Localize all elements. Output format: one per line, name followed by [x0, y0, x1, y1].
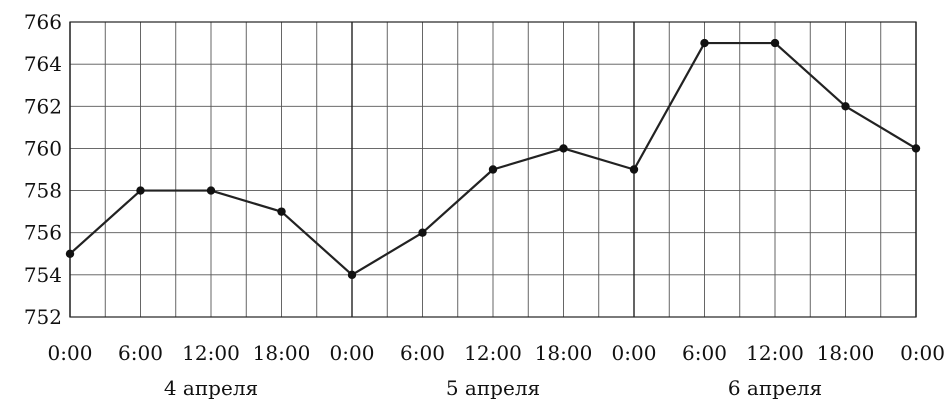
data-point [700, 38, 709, 48]
y-tick-label: 762 [24, 94, 62, 118]
data-point [559, 144, 568, 153]
y-tick-label: 756 [24, 221, 62, 245]
x-tick-label: 6:00 [682, 341, 727, 365]
day-label: 6 апреля [728, 376, 822, 400]
day-label: 4 апреля [164, 376, 258, 400]
x-tick-label: 18:00 [817, 341, 875, 365]
x-tick-label: 12:00 [182, 341, 240, 365]
day-labels: 4 апреля 5 апреля 6 апреля [164, 376, 822, 400]
data-point [277, 207, 286, 216]
x-tick-label: 18:00 [535, 341, 593, 365]
x-tick-label: 6:00 [400, 341, 445, 365]
data-point [770, 38, 780, 48]
y-tick-label: 758 [24, 179, 62, 203]
x-tick-label: 0:00 [612, 341, 657, 365]
x-tick-label: 0:00 [900, 341, 945, 365]
data-point [418, 228, 427, 237]
data-point [136, 186, 145, 195]
y-tick-label: 760 [24, 136, 62, 160]
x-tick-label: 0:00 [48, 341, 93, 365]
y-tick-label: 764 [24, 52, 62, 76]
plot-frame [69, 21, 917, 318]
data-point [488, 165, 498, 174]
y-tick-label: 766 [24, 10, 62, 34]
x-tick-label: 12:00 [464, 341, 522, 365]
day-label: 5 апреля [446, 376, 540, 400]
x-tick-label: 0:00 [330, 341, 375, 365]
x-tick-label: 12:00 [746, 341, 804, 365]
x-tick-label: 6:00 [118, 341, 163, 365]
x-tick-label: 18:00 [253, 341, 311, 365]
y-tick-label: 752 [24, 305, 62, 329]
data-point [629, 165, 639, 174]
y-axis-ticks: 752 754 756 758 760 762 764 766 [24, 10, 62, 329]
data-point [911, 144, 921, 153]
data-point [65, 249, 75, 258]
series-layer [65, 38, 921, 280]
y-tick-label: 754 [24, 263, 62, 287]
data-point [347, 270, 357, 280]
data-point [206, 186, 216, 195]
data-point [841, 102, 850, 111]
x-axis-ticks: 0:00 6:00 12:00 18:00 0:00 6:00 12:00 18:00 0:00… [48, 341, 945, 365]
